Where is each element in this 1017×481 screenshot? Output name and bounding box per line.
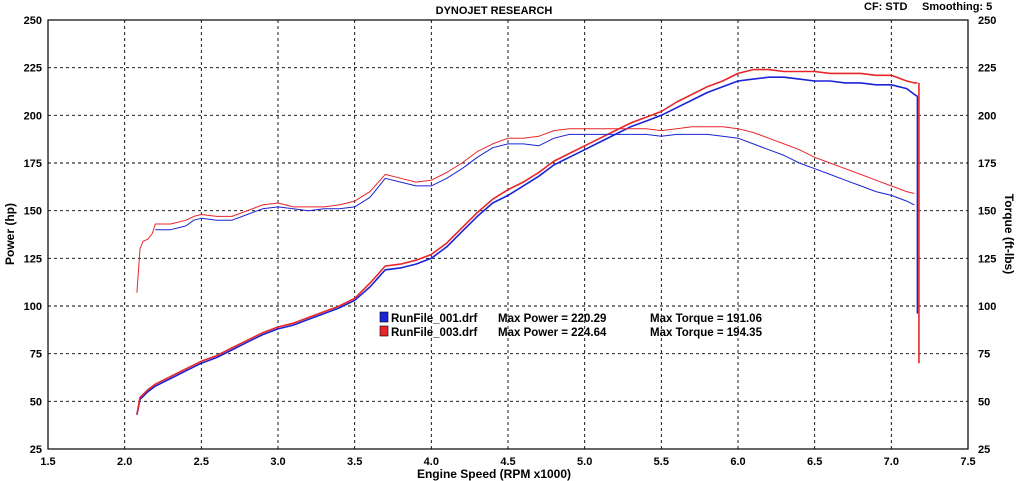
series-line-power-run1 xyxy=(136,76,918,415)
legend-run1-torque: Max Torque = 191.06 xyxy=(650,313,762,325)
y-right-tick-label: 25 xyxy=(978,444,990,456)
y-left-tick-label: 250 xyxy=(24,15,42,27)
y-right-axis-label: Torque (ft-lbs) xyxy=(1002,194,1016,274)
y-left-axis-label: Power (hp) xyxy=(3,203,17,265)
y-left-tick-label: 150 xyxy=(24,206,42,218)
legend-swatch-run3 xyxy=(379,325,389,337)
x-tick-label: 2.0 xyxy=(117,456,132,468)
y-left-tick-label: 50 xyxy=(30,396,42,408)
grid xyxy=(48,20,968,449)
x-axis-label: Engine Speed (RPM x1000) xyxy=(417,467,571,481)
y-right-tick-label: 175 xyxy=(978,158,996,170)
x-tick-label: 6.0 xyxy=(730,456,745,468)
plot-area xyxy=(47,19,969,450)
y-left-tick-label: 200 xyxy=(24,110,42,122)
x-tick-label: 3.0 xyxy=(270,456,285,468)
y-left-tick-label: 125 xyxy=(24,253,42,265)
y-right-tick-labels: 25 50 75 100 125 150 175 200 225 250 xyxy=(978,15,996,456)
y-right-tick-label: 225 xyxy=(978,63,996,75)
y-right-tick-label: 200 xyxy=(978,110,996,122)
legend-run1-name: RunFile_001.drf xyxy=(391,313,477,325)
x-tick-label: 7.5 xyxy=(960,456,975,468)
smoothing-label: Smoothing: 5 xyxy=(922,1,992,13)
legend-run3-torque: Max Torque = 194.35 xyxy=(650,327,763,339)
y-left-tick-label: 100 xyxy=(24,301,42,313)
legend-run1-power: Max Power = 220.29 xyxy=(498,313,606,325)
chart-title: DYNOJET RESEARCH xyxy=(436,5,553,17)
x-tick-label: 1.5 xyxy=(40,456,55,468)
y-right-tick-label: 100 xyxy=(978,301,996,313)
series-group xyxy=(136,68,920,415)
x-tick-label: 5.5 xyxy=(654,456,669,468)
y-right-tick-label: 250 xyxy=(978,15,996,27)
cf-label: CF: STD xyxy=(864,1,907,13)
y-right-tick-label: 125 xyxy=(978,253,996,265)
series-line-power-run3 xyxy=(136,68,918,415)
series-line-torque-run3 xyxy=(136,126,915,293)
y-left-tick-labels: 25 50 75 100 125 150 175 200 225 250 xyxy=(24,15,42,456)
x-tick-label: 5.0 xyxy=(577,456,592,468)
y-left-tick-label: 225 xyxy=(24,63,42,75)
x-tick-label: 4.0 xyxy=(424,456,439,468)
legend: RunFile_001.drf Max Power = 220.29 Max T… xyxy=(379,311,763,339)
y-right-tick-label: 75 xyxy=(978,349,990,361)
series-line-torque-run1 xyxy=(155,133,915,231)
y-right-tick-label: 150 xyxy=(978,206,996,218)
x-tick-label: 3.5 xyxy=(347,456,362,468)
x-tick-label: 7.0 xyxy=(884,456,899,468)
y-left-tick-label: 175 xyxy=(24,158,42,170)
x-tick-label: 6.5 xyxy=(807,456,822,468)
x-tick-labels: 1.5 2.0 2.5 3.0 3.5 4.0 4.5 5.0 5.5 6.0 6.5 7.0 7.5 xyxy=(40,456,975,468)
x-tick-label: 4.5 xyxy=(500,456,515,468)
y-left-tick-label: 75 xyxy=(30,349,42,361)
legend-run3-power: Max Power = 224.64 xyxy=(498,327,607,339)
legend-run3-name: RunFile_003.drf xyxy=(391,327,477,339)
y-left-tick-label: 25 xyxy=(30,444,42,456)
x-tick-label: 2.5 xyxy=(194,456,209,468)
legend-swatch-run1 xyxy=(379,311,389,323)
y-right-tick-label: 50 xyxy=(978,396,990,408)
